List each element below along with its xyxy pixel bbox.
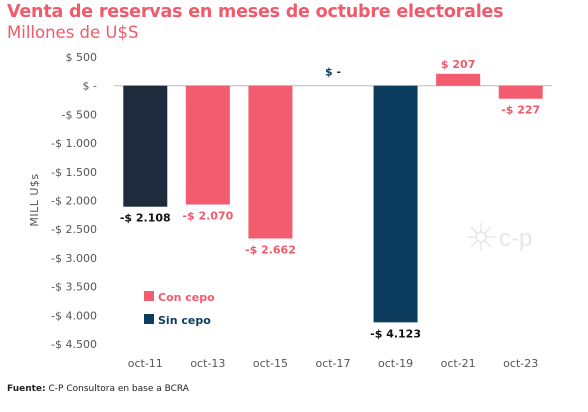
data-label: -$ 227	[501, 104, 540, 117]
x-tick-label: oct-11	[128, 357, 163, 370]
source-label: Fuente:	[7, 384, 46, 394]
chart-subtitle: Millones de U$S	[7, 23, 139, 42]
legend-label: Con cepo	[158, 291, 215, 304]
y-tick-label: -$ 500	[62, 108, 97, 121]
source-text: C-P Consultora en base a BCRA	[48, 384, 189, 394]
legend-label: Sin cepo	[158, 314, 211, 327]
y-tick-label: $ 500	[66, 51, 98, 64]
bar-oct-13	[185, 85, 230, 205]
y-tick-label: -$ 4.000	[51, 309, 97, 322]
y-axis-ticks: $ 500 $ - -$ 500 -$ 1.000 -$ 1.500 -$ 2.000 -$…	[51, 51, 97, 351]
legend-swatch	[144, 314, 154, 324]
cp-logo-text: c-p	[499, 225, 532, 252]
bar-oct-23	[498, 85, 543, 99]
data-label: $ -	[325, 66, 341, 79]
data-label: -$ 4.123	[370, 327, 421, 340]
x-tick-label: oct-17	[315, 357, 350, 370]
data-label: -$ 2.070	[182, 210, 233, 223]
x-tick-label: oct-13	[190, 357, 225, 370]
y-tick-label: -$ 3.000	[51, 252, 97, 265]
data-label: -$ 2.108	[120, 212, 171, 225]
data-labels: -$ 2.108 -$ 2.070 -$ 2.662 $ - -$ 4.123 $ 207…	[120, 58, 540, 341]
y-axis-label: MILL U$s	[28, 173, 41, 226]
chart-title: Venta de reservas en meses de octubre el…	[7, 2, 504, 22]
y-tick-label: -$ 1.000	[51, 137, 97, 150]
legend-swatch	[144, 291, 154, 301]
bar-oct-21	[436, 73, 481, 86]
cp-logo-watermark: c-p	[467, 223, 532, 252]
data-label: $ 207	[441, 58, 475, 71]
bar-oct-11	[123, 85, 168, 207]
bar-oct-19	[373, 85, 418, 323]
source-note: Fuente: C-P Consultora en base a BCRA	[7, 384, 189, 394]
y-tick-label: -$ 1.500	[51, 166, 97, 179]
x-tick-label: oct-21	[441, 357, 476, 370]
y-tick-label: -$ 2.500	[51, 223, 97, 236]
y-tick-label: -$ 2.000	[51, 195, 97, 208]
y-tick-label: $ -	[83, 80, 97, 93]
x-tick-label: oct-23	[503, 357, 538, 370]
x-tick-label: oct-19	[378, 357, 413, 370]
y-tick-label: -$ 4.500	[51, 338, 97, 351]
bar-oct-15	[248, 85, 293, 239]
legend: Con cepo Sin cepo	[144, 291, 215, 327]
y-tick-label: -$ 3.500	[51, 281, 97, 294]
x-axis-ticks: oct-11 oct-13 oct-15 oct-17 oct-19 oct-21 oct-…	[128, 357, 538, 370]
x-tick-label: oct-15	[253, 357, 288, 370]
bars-group	[123, 73, 543, 323]
data-label: -$ 2.662	[245, 243, 296, 256]
